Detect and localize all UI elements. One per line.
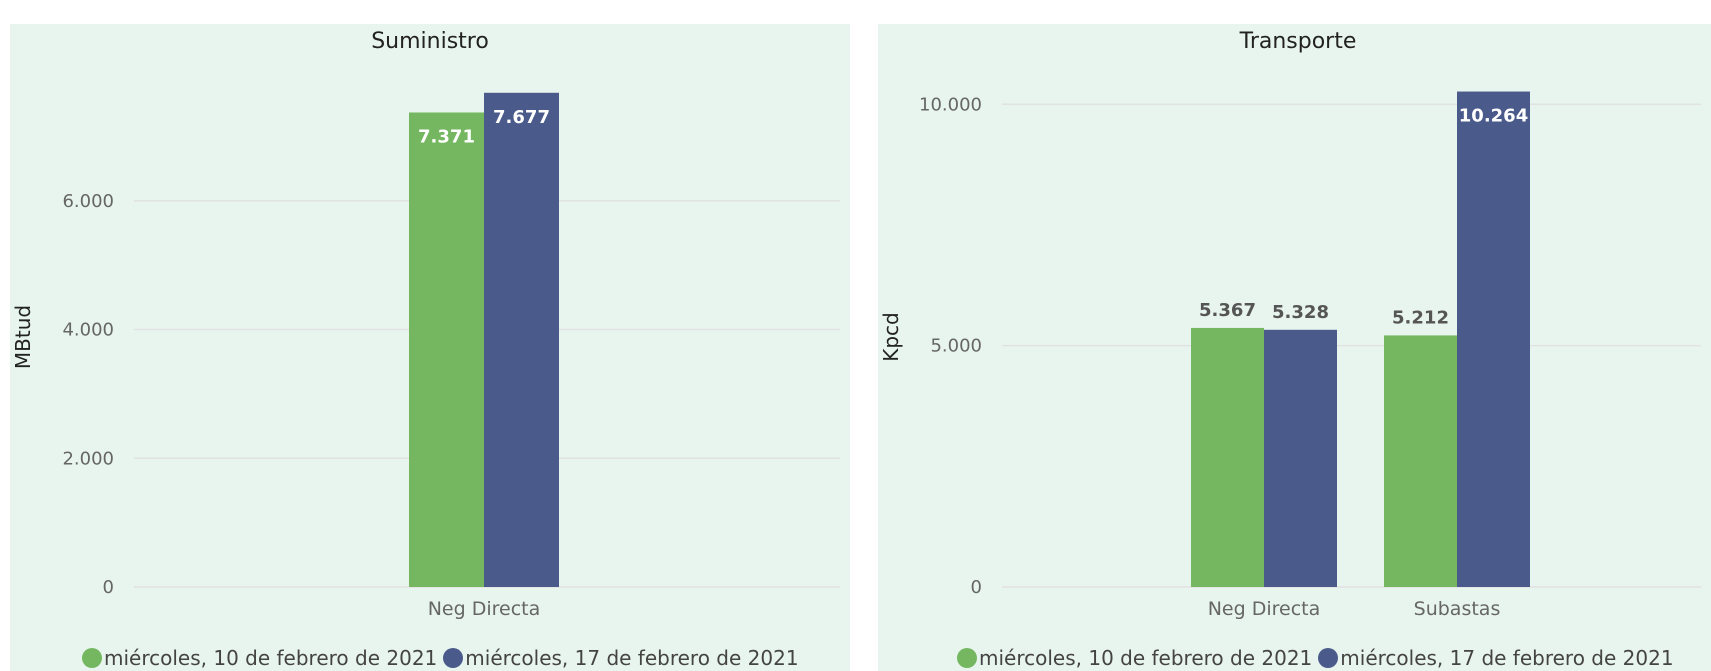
y-axis-label: MBtud — [11, 305, 35, 369]
legend-swatch-blue — [443, 648, 464, 668]
y-tick-label: 5.000 — [930, 336, 982, 357]
chart-title: Suministro — [371, 29, 489, 54]
y-tick-label: 10.000 — [919, 94, 982, 115]
data-label: 10.264 — [1459, 106, 1528, 127]
legend-label: miércoles, 17 de febrero de 2021 — [465, 646, 799, 670]
legend-label: miércoles, 10 de febrero de 2021 — [979, 646, 1313, 670]
y-tick-label: 0 — [971, 577, 982, 598]
chart-suministro: Suministro MBtud 0 2.000 4.000 6.000 Neg Direc… — [11, 29, 840, 620]
y-axis-label: Kpcd — [879, 312, 903, 362]
data-label: 5.367 — [1199, 300, 1256, 321]
legend-swatch-blue — [1318, 648, 1339, 668]
x-tick-label: Neg Directa — [1208, 598, 1321, 620]
bar — [409, 112, 484, 587]
chart-panel-transporte: Transporte Kpcd 0 5.000 10.000 Neg Directa 5.3… — [878, 24, 1711, 671]
legend-item-feb10[interactable]: miércoles, 10 de febrero de 2021 — [82, 646, 437, 670]
legend-item-feb10[interactable]: miércoles, 10 de febrero de 2021 — [957, 646, 1312, 670]
legend-suministro: miércoles, 10 de febrero de 2021 miércol… — [82, 646, 805, 670]
y-tick-label: 0 — [103, 577, 114, 598]
x-tick-label: Neg Directa — [428, 598, 541, 620]
legend-item-feb17[interactable]: miércoles, 17 de febrero de 2021 — [443, 646, 799, 670]
data-label: 7.677 — [493, 107, 550, 128]
bar — [1384, 335, 1457, 587]
x-tick-label: Subastas — [1414, 598, 1501, 620]
y-tick-label: 4.000 — [62, 320, 114, 341]
legend-label: miércoles, 10 de febrero de 2021 — [104, 646, 438, 670]
y-tick-label: 6.000 — [62, 191, 114, 212]
chart-panel-suministro: Suministro MBtud 0 2.000 4.000 6.000 Neg Direc… — [10, 24, 850, 671]
legend-transporte: miércoles, 10 de febrero de 2021 miércol… — [957, 646, 1680, 670]
data-label: 5.328 — [1272, 302, 1329, 323]
bar — [484, 92, 559, 587]
legend-label: miércoles, 17 de febrero de 2021 — [1340, 646, 1674, 670]
bar — [1457, 91, 1530, 588]
data-label: 7.371 — [418, 126, 475, 147]
chart-transporte: Transporte Kpcd 0 5.000 10.000 Neg Directa 5.3… — [879, 29, 1701, 620]
legend-swatch-green — [957, 648, 977, 668]
legend-item-feb17[interactable]: miércoles, 17 de febrero de 2021 — [1318, 646, 1674, 670]
bar — [1191, 327, 1264, 587]
data-label: 5.212 — [1392, 307, 1449, 328]
chart-title: Transporte — [1239, 29, 1357, 54]
y-tick-label: 2.000 — [62, 448, 114, 469]
legend-swatch-green — [82, 648, 102, 668]
bar — [1264, 329, 1337, 587]
